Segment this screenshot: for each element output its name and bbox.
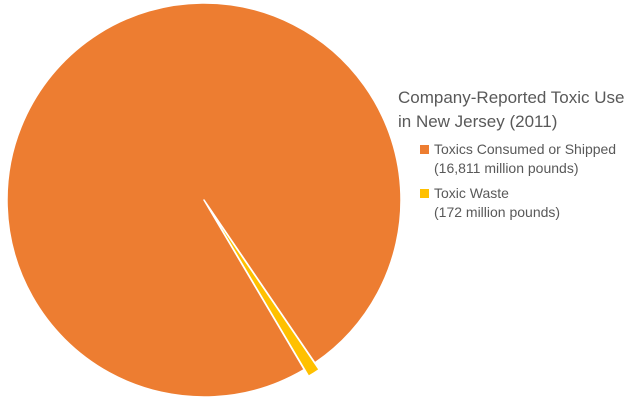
pie-slices: [6, 2, 402, 398]
pie-slice-toxic-waste: [207, 206, 320, 378]
legend-swatch-toxic-waste: [420, 189, 429, 198]
legend-label-toxics-consumed: Toxics Consumed or Shipped (16,811 milli…: [434, 141, 617, 176]
legend-title: Company-Reported Toxic Use in New Jersey…: [398, 88, 625, 131]
legend-label-toxic-waste: Toxic Waste (172 million pounds): [434, 185, 561, 220]
legend-entry-toxics-consumed: Toxics Consumed or Shipped (16,811 milli…: [420, 140, 630, 178]
legend-swatch-toxics-consumed: [420, 145, 429, 154]
legend-entry-toxic-waste: Toxic Waste (172 million pounds): [420, 184, 630, 222]
pie-slice-toxics-consumed: [6, 2, 402, 398]
legend: Company-Reported Toxic Use in New Jersey…: [398, 86, 630, 228]
